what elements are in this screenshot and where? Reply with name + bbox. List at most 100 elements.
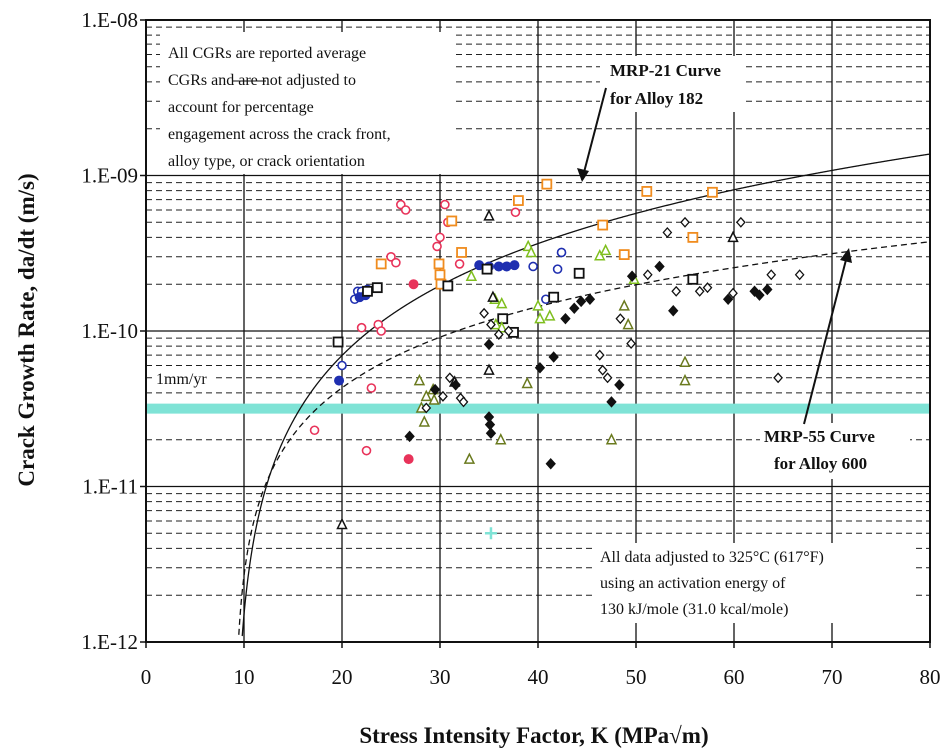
data-point [458, 396, 469, 408]
mrp21-arrow [581, 87, 607, 181]
mrp21-curve [241, 153, 930, 637]
data-points [309, 178, 805, 540]
x-tick-label: 80 [920, 665, 941, 689]
reference-line-label-text: 1mm/yr [156, 371, 207, 388]
data-point [435, 232, 445, 243]
data-point [463, 452, 476, 464]
data-point [728, 287, 738, 299]
data-point [679, 373, 691, 386]
curves [238, 153, 930, 637]
data-point [618, 249, 630, 260]
data-point [442, 280, 454, 292]
data-point [493, 328, 504, 340]
data-point [421, 402, 432, 414]
mrp55-label-line-2: for Alloy 600 [774, 454, 867, 473]
x-tick-label: 70 [822, 665, 843, 689]
x-tick-label: 50 [626, 665, 647, 689]
data-point [727, 230, 739, 243]
data-point [429, 383, 441, 396]
data-point [573, 267, 585, 279]
reference-line-label: 1mm/yr [152, 368, 216, 388]
bottom-note-line-3: 130 kJ/mole (31.0 kcal/mole) [600, 601, 788, 618]
data-point [605, 433, 618, 445]
y-tick-label: 1.E-12 [81, 630, 138, 654]
data-point [602, 372, 613, 384]
data-point [534, 312, 546, 324]
data-point [545, 458, 556, 470]
data-point [444, 372, 455, 384]
bottom-note-line-2: using an activation energy of [600, 575, 786, 592]
data-point [735, 216, 746, 228]
data-point [569, 302, 580, 315]
top-note: All CGRs are reported average CGRs and a… [160, 32, 452, 174]
data-point [618, 299, 630, 311]
mrp55-label-line-1: MRP-55 Curve [764, 427, 875, 446]
data-point [762, 283, 773, 296]
data-point [483, 338, 495, 351]
data-point [503, 325, 514, 337]
data-point [356, 322, 367, 333]
bottom-note-line-1: All data adjusted to 325°C (617°F) [600, 549, 824, 566]
data-point [334, 375, 345, 386]
data-point [418, 415, 431, 427]
data-point [622, 317, 634, 330]
data-point [534, 362, 546, 374]
data-point [434, 269, 446, 281]
mrp21-label-line-2: for Alloy 182 [610, 89, 703, 108]
data-point [671, 285, 682, 297]
data-point [456, 247, 467, 258]
mrp55-curve [238, 241, 930, 635]
data-point [606, 396, 617, 408]
data-point [361, 445, 372, 456]
data-point [428, 393, 440, 405]
data-point [548, 291, 560, 303]
data-point [400, 205, 411, 215]
x-axis-title: Stress Intensity Factor, K (MPa√m) [359, 723, 708, 748]
x-tick-label: 0 [141, 665, 152, 689]
mrp21-label-line-1: MRP-21 Curve [610, 61, 721, 80]
x-tick-label: 60 [724, 665, 745, 689]
data-point [594, 249, 606, 261]
data-point [446, 215, 458, 227]
data-point [525, 245, 537, 258]
data-point [408, 279, 419, 290]
data-point [766, 269, 777, 281]
data-point [391, 257, 401, 268]
data-point [433, 258, 445, 270]
data-point [362, 285, 373, 297]
data-point [375, 258, 387, 270]
data-point [509, 260, 520, 271]
bottom-note: All data adjusted to 325°C (617°F) using… [594, 543, 912, 623]
data-point [662, 227, 673, 238]
data-point [484, 418, 496, 431]
data-point [337, 360, 347, 371]
data-point [641, 186, 653, 197]
data-point [413, 373, 426, 386]
mrp21-label: MRP-21 Curve for Alloy 182 [577, 56, 742, 182]
data-point [584, 293, 596, 306]
mrp55-label: MRP-55 Curve for Alloy 600 [760, 248, 910, 479]
data-point [668, 304, 679, 317]
data-point [680, 216, 690, 228]
data-point [642, 269, 653, 281]
data-point [386, 252, 396, 262]
y-tick-label: 1.E-10 [81, 319, 138, 343]
data-point [371, 282, 383, 294]
data-point [496, 296, 508, 309]
top-note-line-4: engagement across the crack front, [168, 126, 391, 143]
data-point [484, 527, 497, 540]
data-point [465, 269, 478, 281]
data-point [479, 307, 489, 319]
data-point [594, 349, 605, 361]
x-tick-label: 40 [528, 665, 549, 689]
y-tick-labels: 1.E-12 1.E-11 1.E-10 1.E-09 1.E-08 [81, 8, 146, 654]
data-point [483, 209, 495, 221]
data-point [485, 427, 497, 440]
data-point [626, 338, 636, 350]
data-point [694, 285, 705, 297]
data-point [483, 363, 495, 375]
data-point [376, 326, 387, 336]
data-point [332, 336, 344, 348]
data-point [614, 379, 625, 391]
data-point [754, 289, 765, 301]
